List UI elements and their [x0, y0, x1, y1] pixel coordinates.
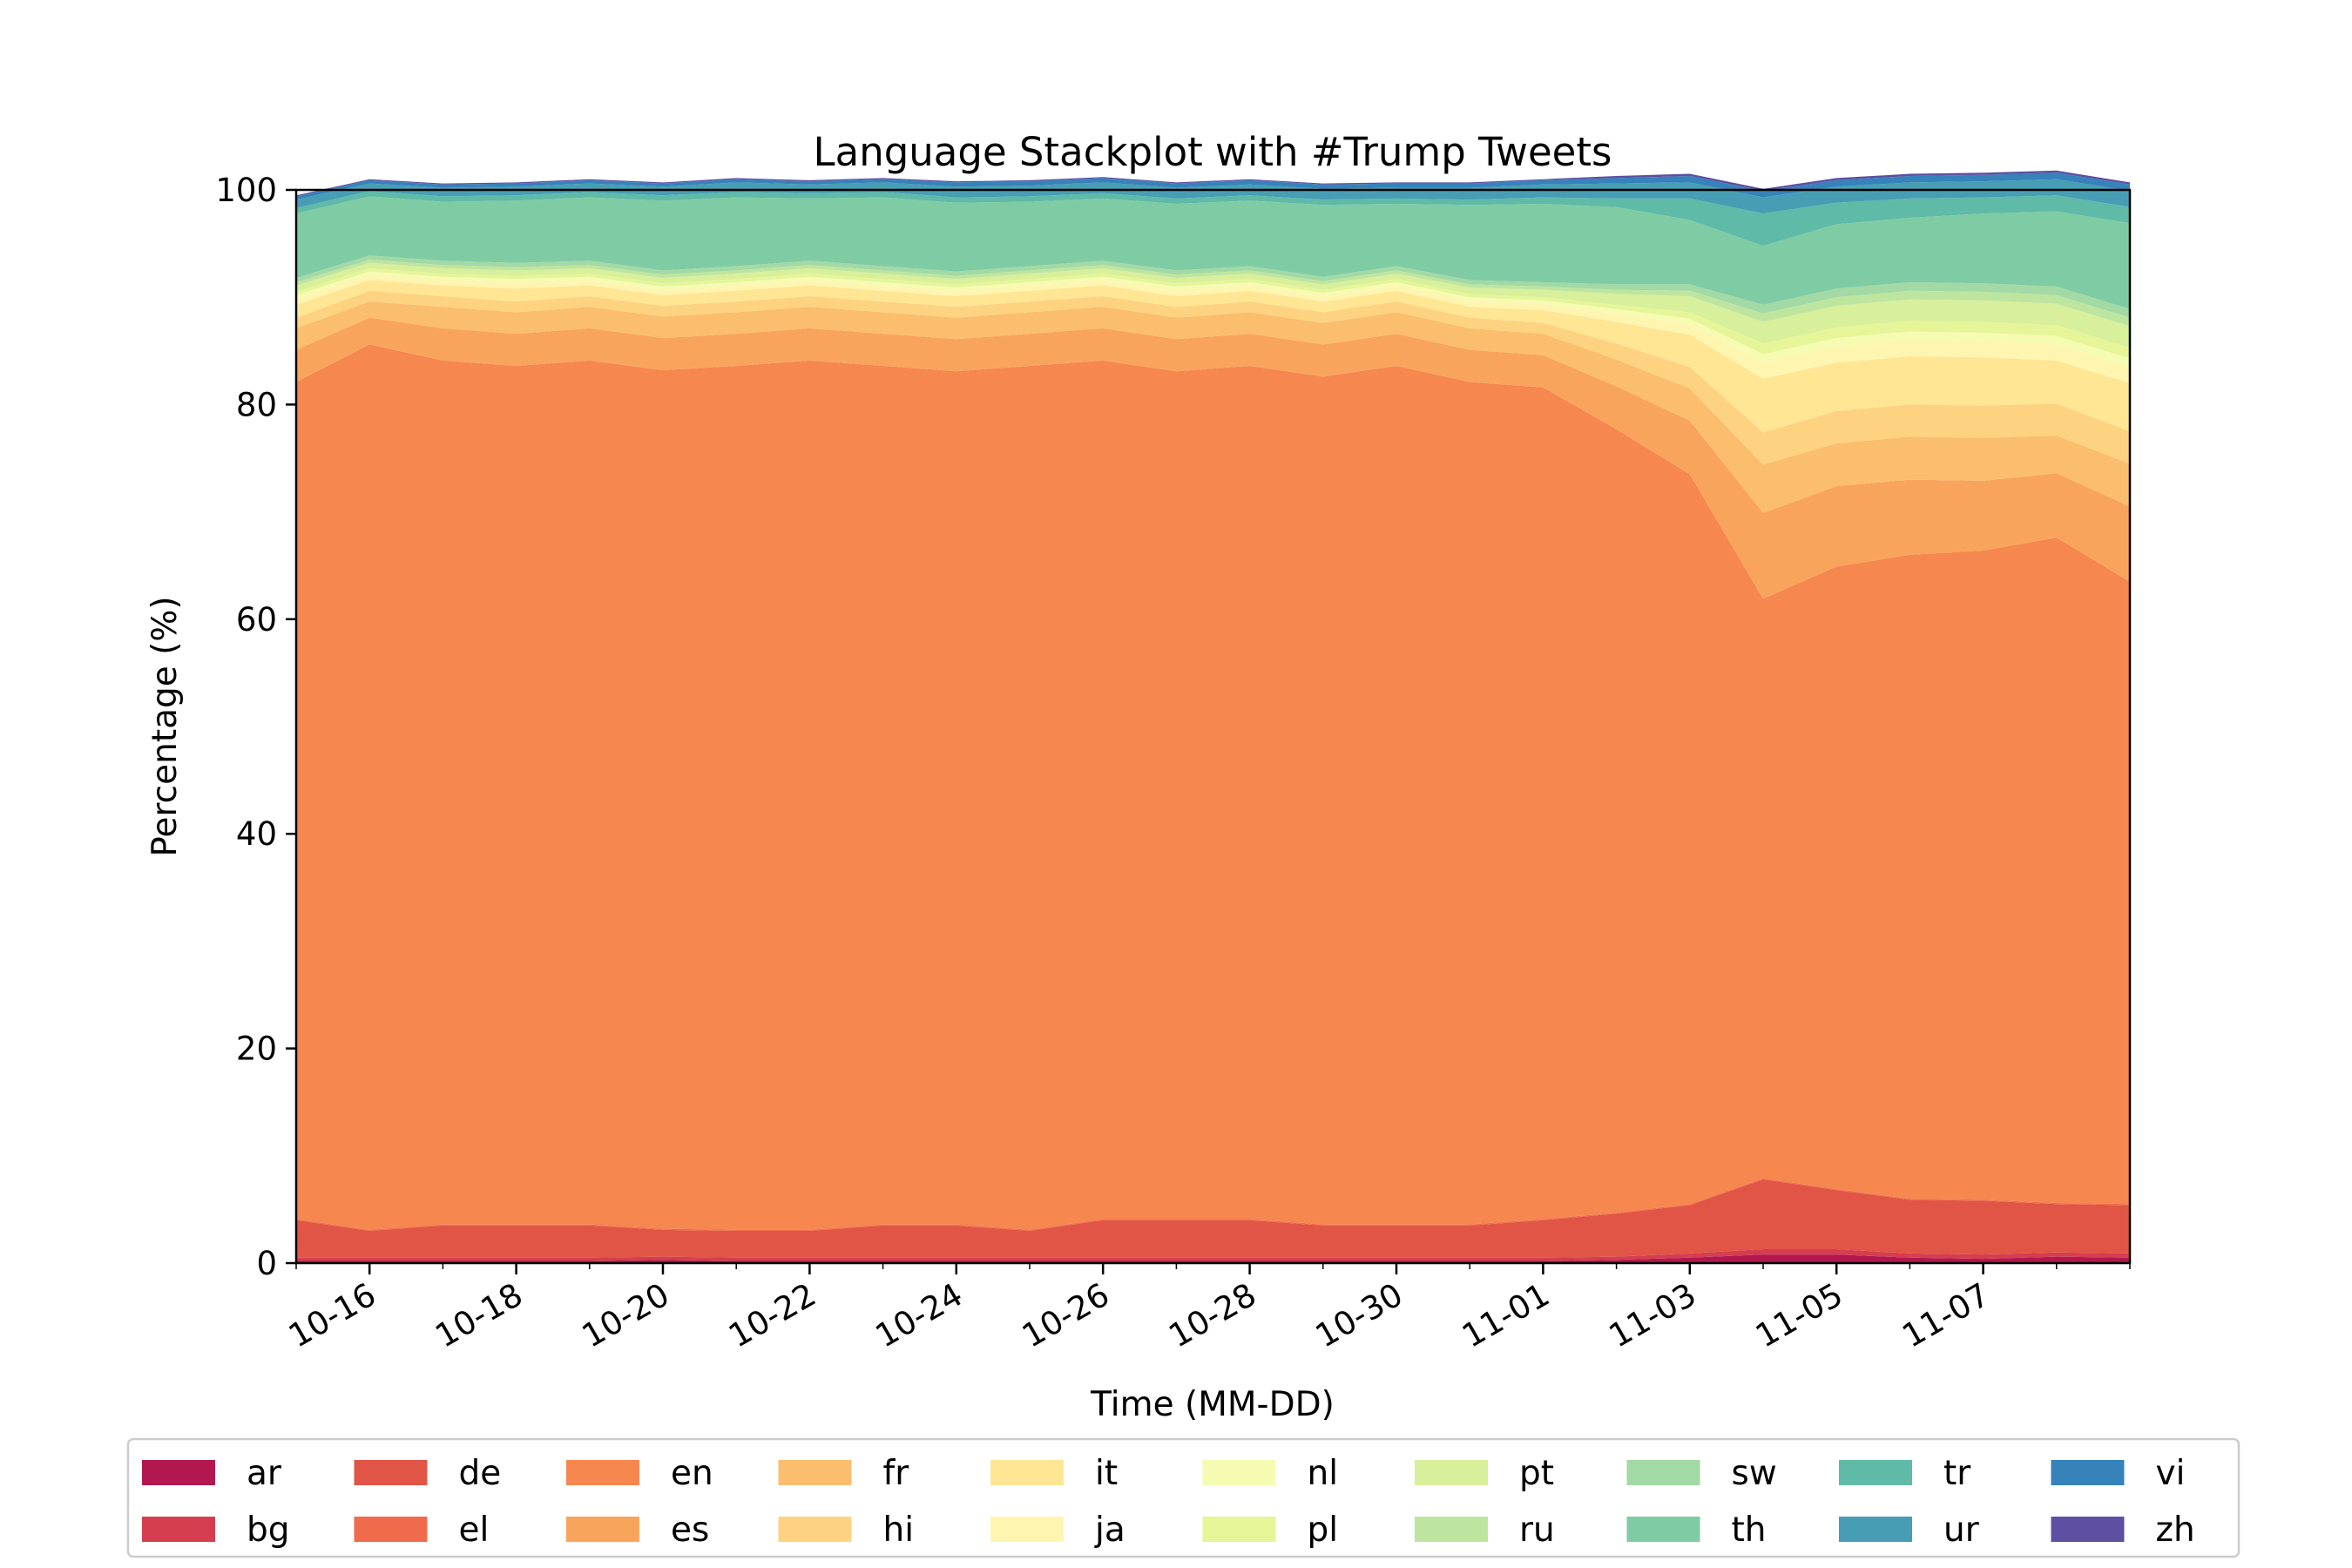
legend-label-th: th: [1732, 1511, 1767, 1550]
legend-label-pt: pt: [1519, 1454, 1554, 1493]
legend-label-ja: ja: [1094, 1511, 1125, 1550]
legend-swatch-ur: [1839, 1517, 1912, 1542]
area-ja: [296, 274, 2130, 383]
area-ar: [296, 1254, 2130, 1263]
legend-frame: [126, 1437, 2240, 1558]
y-tick-label: 0: [256, 1245, 277, 1282]
area-pl: [296, 267, 2130, 359]
area-th: [296, 196, 2130, 309]
y-tick-label: 20: [236, 1031, 277, 1068]
legend-swatch-tr: [1839, 1460, 1912, 1485]
area-tr: [296, 191, 2130, 247]
area-fr: [296, 301, 2130, 513]
legend-label-de: de: [459, 1454, 502, 1493]
y-tick-label: 60: [236, 601, 277, 639]
area-es: [296, 317, 2130, 599]
legend-label-zh: zh: [2156, 1511, 2195, 1550]
y-tick-label: 80: [236, 386, 277, 423]
y-axis: 0 20 40 60 80 100: [215, 172, 296, 1282]
legend-swatch-fr: [778, 1460, 852, 1485]
area-vi: [296, 172, 2130, 200]
y-axis-label: Percentage (%): [145, 596, 185, 856]
area-ru: [296, 260, 2130, 327]
area-en: [296, 344, 2130, 1230]
legend-swatch-en: [566, 1460, 639, 1485]
legend-label-fr: fr: [883, 1454, 910, 1493]
legend-swatch-hi: [778, 1517, 852, 1542]
legend-label-en: en: [671, 1454, 713, 1493]
legend-label-ar: ar: [247, 1454, 282, 1493]
legend-swatch-th: [1626, 1517, 1700, 1542]
legend-label-vi: vi: [2156, 1454, 2186, 1493]
y-tick-label: 100: [215, 172, 277, 209]
area-hi: [296, 290, 2130, 465]
legend-label-it: it: [1095, 1454, 1118, 1493]
legend-swatch-nl: [1202, 1460, 1276, 1485]
legend-swatch-zh: [2051, 1517, 2125, 1542]
legend-swatch-el: [354, 1517, 428, 1542]
legend-items: ar bg de el en es fr hi it ja nl pl pt ru sw th tr ur vi zh: [142, 1454, 2195, 1550]
legend-label-tr: tr: [1943, 1454, 1971, 1493]
legend-label-hi: hi: [883, 1511, 915, 1550]
area-ur: [296, 179, 2130, 214]
x-axis-label: Time (MM-DD): [1090, 1385, 1335, 1424]
legend-swatch-pl: [1202, 1517, 1276, 1542]
plot-frame: [294, 188, 2132, 1265]
legend-swatch-vi: [2051, 1460, 2125, 1485]
legend-label-sw: sw: [1732, 1454, 1777, 1493]
legend-swatch-ru: [1415, 1517, 1488, 1542]
legend-swatch-de: [354, 1460, 428, 1485]
legend: ar bg de el en es fr hi it ja nl pl pt ru sw th tr ur vi zh: [126, 1437, 2240, 1558]
legend-label-es: es: [671, 1511, 709, 1550]
area-it: [296, 280, 2130, 433]
legend-label-bg: bg: [247, 1511, 290, 1550]
stacked-areas: [296, 170, 2130, 1263]
legend-label-nl: nl: [1308, 1454, 1339, 1493]
legend-label-ru: ru: [1519, 1511, 1555, 1550]
legend-swatch-pt: [1415, 1460, 1488, 1485]
area-nl: [296, 271, 2130, 368]
legend-label-pl: pl: [1308, 1511, 1339, 1550]
legend-swatch-ja: [990, 1517, 1064, 1542]
area-zh: [296, 170, 2130, 197]
legend-label-ur: ur: [1943, 1511, 1980, 1550]
area-bg: [296, 1249, 2130, 1261]
y-tick-label: 40: [236, 815, 277, 853]
legend-swatch-it: [990, 1460, 1064, 1485]
legend-swatch-bg: [142, 1517, 215, 1542]
legend-swatch-es: [566, 1517, 639, 1542]
legend-label-el: el: [459, 1511, 490, 1550]
legend-swatch-sw: [1626, 1460, 1700, 1485]
area-pt: [296, 262, 2130, 348]
area-de: [296, 1179, 2130, 1258]
legend-swatch-ar: [142, 1460, 215, 1485]
chart-title: Language Stackplot with #Trump Tweets: [814, 129, 1612, 175]
